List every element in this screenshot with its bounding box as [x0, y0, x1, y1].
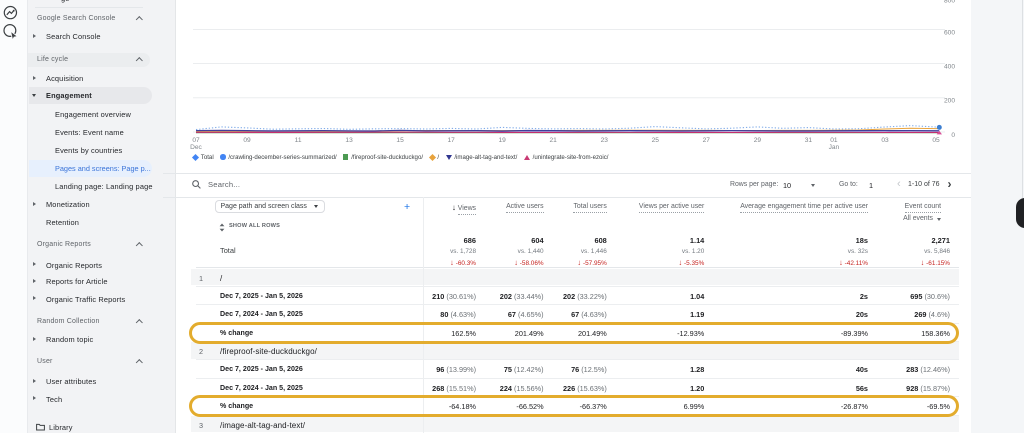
svg-text:21: 21 [550, 137, 558, 144]
svg-text:Dec: Dec [190, 144, 202, 150]
svg-text:600: 600 [944, 29, 955, 36]
svg-text:27: 27 [703, 137, 711, 144]
svg-text:0: 0 [951, 132, 955, 139]
svg-text:13: 13 [345, 137, 353, 144]
svg-text:11: 11 [295, 137, 302, 144]
svg-text:19: 19 [499, 137, 507, 144]
svg-text:31: 31 [805, 137, 813, 144]
svg-text:05: 05 [932, 137, 940, 144]
svg-text:17: 17 [448, 137, 456, 144]
svg-text:29: 29 [754, 137, 762, 144]
svg-text:03: 03 [881, 137, 889, 144]
svg-text:200: 200 [944, 98, 955, 105]
svg-text:800: 800 [944, 0, 955, 5]
svg-text:07: 07 [192, 137, 200, 144]
svg-text:09: 09 [243, 137, 251, 144]
svg-text:23: 23 [601, 137, 609, 144]
svg-text:15: 15 [396, 137, 404, 144]
svg-text:400: 400 [944, 63, 955, 70]
svg-text:25: 25 [652, 137, 660, 144]
svg-text:Jan: Jan [829, 144, 840, 150]
svg-text:01: 01 [830, 137, 838, 144]
